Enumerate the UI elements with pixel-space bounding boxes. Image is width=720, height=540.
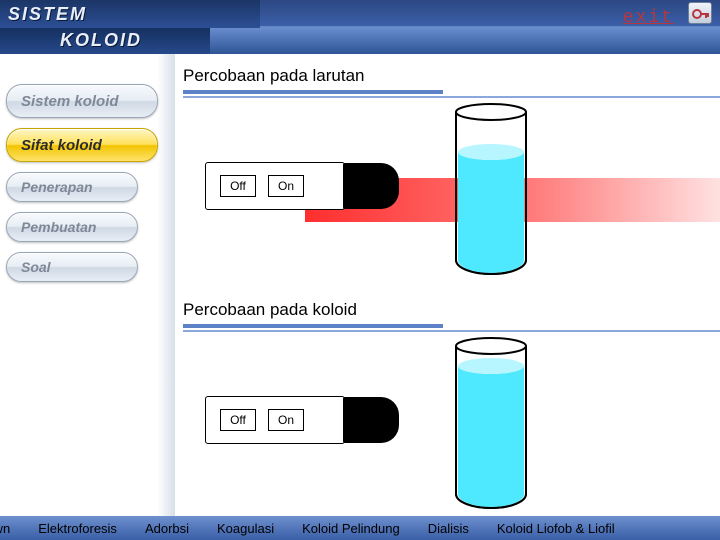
switch-on[interactable]: On [268,409,304,431]
switch-on[interactable]: On [268,175,304,197]
section-title-koloid: Percobaan pada koloid [183,300,720,320]
app-title-1: SISTEM [8,4,87,25]
nav-item-sifat-koloid[interactable]: Sifat koloid [6,128,158,162]
key-icon [692,6,710,22]
content: Percobaan pada larutan Off On Percobaan … [175,54,720,516]
accent-line [183,324,720,328]
exit-key-button[interactable] [688,2,712,24]
accent-line-thin [183,96,720,98]
nav-item-penerapan[interactable]: Penerapan [6,172,138,202]
accent-line [183,90,720,94]
nav-item-soal[interactable]: Soal [6,252,138,282]
bottom-nav: rown Elektroforesis Adorbsi Koagulasi Koloid… [0,516,720,540]
nav-item-pembuatan[interactable]: Pembuatan [6,212,138,242]
lamp-cap [343,163,399,209]
bottom-nav-item[interactable]: Dialisis [428,521,469,536]
app-title-2: KOLOID [60,30,142,51]
lamp-device: Off On [205,396,405,472]
test-tube-larutan [450,108,532,276]
accent-line-thin [183,330,720,332]
bottom-nav-item[interactable]: Koagulasi [217,521,274,536]
lamp-body: Off On [205,396,345,444]
switch-off[interactable]: Off [220,409,256,431]
lamp-device: Off On [205,162,405,238]
switch-off-label: Off [230,413,246,427]
exit-link[interactable]: exit [623,8,674,28]
switch-on-label: On [278,413,294,427]
bottom-nav-item[interactable]: Adorbsi [145,521,189,536]
experiment-larutan: Off On [175,104,720,284]
switch-off[interactable]: Off [220,175,256,197]
test-tube-koloid [450,342,532,510]
bottom-nav-item[interactable]: Koloid Liofob & Liofil [497,521,615,536]
bottom-nav-item[interactable]: Koloid Pelindung [302,521,400,536]
lamp-body: Off On [205,162,345,210]
bottom-nav-item[interactable]: Elektroforesis [38,521,117,536]
switch-off-label: Off [230,179,246,193]
nav-item-sistem-koloid[interactable]: Sistem koloid [6,84,158,118]
nav: Sistem koloid Sifat koloid Penerapan Pembua… [6,84,166,292]
section-title-larutan: Percobaan pada larutan [183,66,720,86]
experiment-koloid: Off On [175,338,720,518]
switch-on-label: On [278,179,294,193]
lamp-cap [343,397,399,443]
bottom-nav-item[interactable]: rown [0,521,10,536]
